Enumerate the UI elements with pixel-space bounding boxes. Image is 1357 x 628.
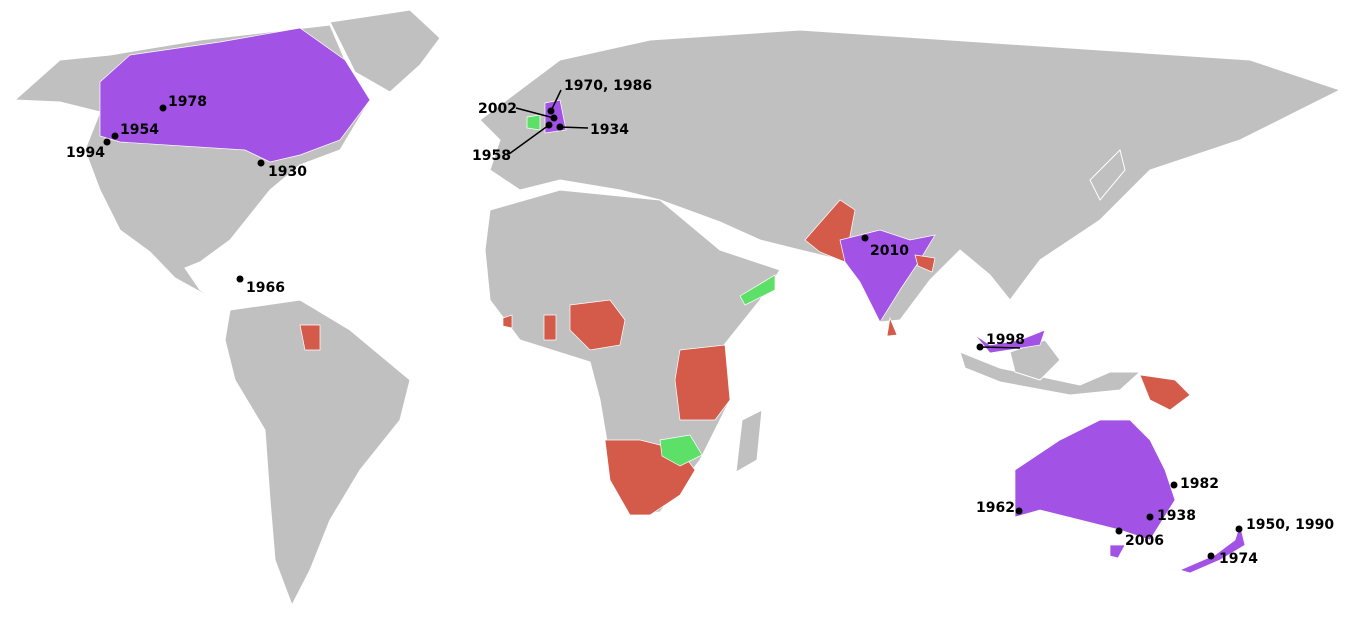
greenland [329,9,441,93]
year-label: 1954 [120,122,159,138]
south-america [224,299,411,607]
year-label: 1930 [268,164,307,180]
nigeria [569,299,626,351]
year-label: 1982 [1180,476,1219,492]
city-dot [111,132,119,140]
leader-line [979,346,1021,349]
city-dot [236,275,244,283]
city-dot [1207,552,1215,560]
zimbabwe [659,434,703,467]
leader-line [515,107,555,119]
city-dot [1170,481,1178,489]
guyana [299,324,321,351]
year-label: 1970, 1986 [564,78,652,94]
city-dot [257,159,265,167]
city-dot [103,138,111,146]
tasmania [1109,544,1126,559]
year-label: 1966 [246,280,285,296]
madagascar [735,409,763,473]
ghana [543,314,557,341]
year-label: 1950, 1990 [1246,517,1334,533]
city-dot [1115,527,1123,535]
city-dot [159,104,167,112]
sri-lanka [886,316,898,337]
japan [1089,149,1126,201]
ireland [526,114,541,131]
year-label: 2002 [478,101,517,117]
city-dot [861,234,869,242]
year-label: 1934 [590,122,629,138]
year-label: 1958 [472,148,511,164]
leader-line [550,89,562,112]
city-dot [1015,507,1023,515]
city-dot [1235,525,1243,533]
year-label: 1978 [168,94,207,110]
india [839,229,936,323]
leader-line [508,124,550,155]
yemen [739,274,776,306]
australia [1014,419,1176,541]
year-label: 1962 [976,500,1015,516]
canada [99,27,371,163]
year-label: 1938 [1157,508,1196,524]
year-label: 1998 [986,332,1025,348]
year-label: 2010 [870,243,909,259]
year-labels: 1978 1954 1994 1930 1970, 1986 2002 1934… [66,78,1334,567]
papua-new-guinea [1139,374,1191,411]
bangladesh [914,254,936,273]
highlighted-countries [99,27,1246,574]
year-label: 1994 [66,145,105,161]
city-dot [1146,513,1154,521]
year-label: 2006 [1125,533,1164,549]
year-label: 1974 [1219,551,1258,567]
sierra-leone [502,314,513,329]
host-city-markers [103,89,1243,560]
east-africa [674,344,731,421]
leader-line [559,126,589,129]
eurasia [479,29,1342,323]
